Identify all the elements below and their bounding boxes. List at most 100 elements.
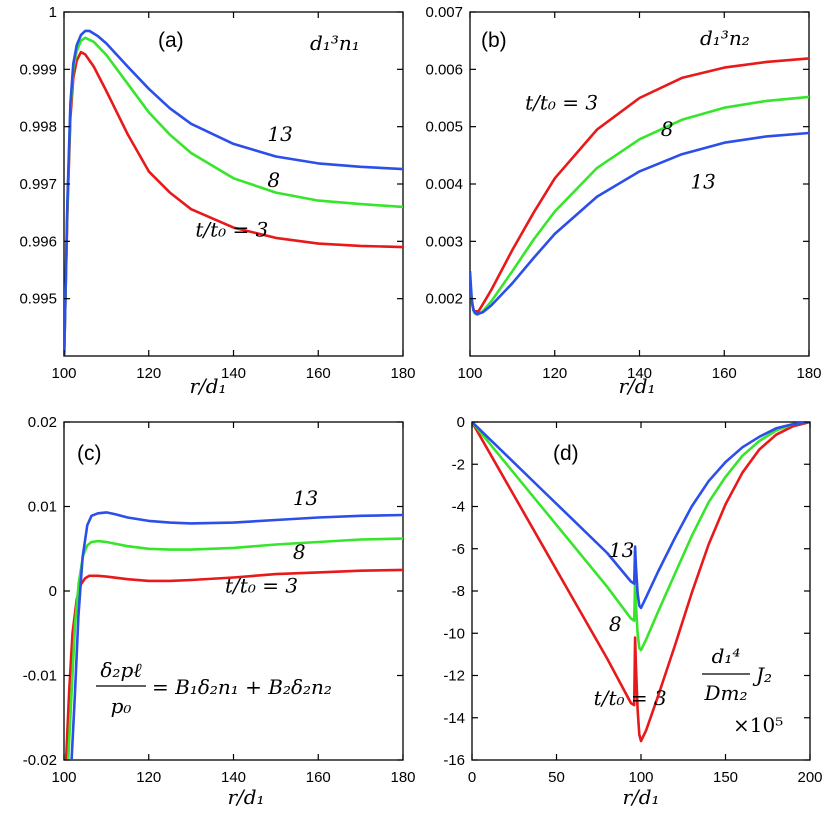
panel-d: 0 50 100 150 200 -16 -14 -12 -10 -8 -6 -4 -2 0 (d) d₁… (443, 414, 822, 809)
panel-c-annotation: 8 (293, 540, 306, 564)
panel-c-xtick-label: 160 (306, 769, 331, 786)
panel-a-curves (64, 29, 403, 356)
panel-b-curves (470, 57, 809, 317)
panel-d-ytick-label: -12 (443, 668, 465, 685)
panel-d-ytick-label: -10 (443, 625, 465, 642)
panel-b-ticks: 100 120 140 160 180 0.002 0.003 0.004 0.005 0.006… (425, 4, 821, 382)
panel-d-ytick-label: 0 (457, 414, 465, 431)
panel-c-equation: δ₂pℓ p₀ = B₁δ₂n₁ + B₂δ₂n₂ (96, 658, 332, 718)
panel-a-xtick-label: 160 (306, 365, 331, 382)
panel-c-annotations: 13 8 t/t₀ = 3 (225, 486, 318, 598)
panel-c-ytick-label: 0.02 (28, 414, 57, 431)
panel-a-series-t3 (64, 50, 403, 356)
panel-d-annotations: 13 8 t/t₀ = 3 (594, 538, 667, 710)
panel-b-ytick-label: 0.006 (425, 61, 463, 78)
panel-a-annotation: 13 (267, 122, 292, 146)
equation-numerator: δ₂pℓ (100, 658, 142, 682)
panel-c-series-t13 (70, 511, 403, 760)
panel-d-xtick-label: 50 (548, 769, 565, 786)
panel-c-curves (64, 511, 403, 760)
panel-a-label: (a) (158, 29, 184, 52)
panel-b-ytick-label: 0.005 (425, 119, 463, 136)
panel-a-ytick-label: 0.999 (19, 61, 57, 78)
panel-b-xtick-label: 160 (712, 365, 737, 382)
panel-c: 100 120 140 160 180 -0.02 -0.01 0 0.01 0.02 (c) δ… (23, 414, 416, 809)
panel-c-label: (c) (77, 442, 102, 465)
panel-a-annotations: 13 8 t/t₀ = 3 (195, 122, 292, 242)
panel-d-ytick-label: -8 (452, 583, 465, 600)
panel-b-quantity: d₁³n₂ (700, 26, 750, 50)
panel-b-ytick-label: 0.002 (425, 291, 463, 308)
panel-b-series-t8 (470, 95, 809, 317)
panel-a-xtick-label: 180 (390, 365, 415, 382)
panel-a-xtick-label: 120 (136, 365, 161, 382)
panel-d-ytick-label: -14 (443, 710, 465, 727)
panel-b-label: (b) (481, 29, 507, 52)
panel-a-ytick-label: 0.996 (19, 233, 57, 250)
panel-d-ytick-label: -16 (443, 752, 465, 769)
quantity-numerator: d₁⁴ (712, 644, 741, 668)
panel-b-xtick-label: 120 (542, 365, 567, 382)
panel-d-annotation: t/t₀ = 3 (594, 686, 667, 710)
quantity-scale: ×10⁵ (733, 713, 783, 737)
quantity-denominator: Dm₂ (703, 681, 747, 705)
panel-b-ytick-label: 0.003 (425, 233, 463, 250)
panel-d-annotation: 8 (609, 612, 622, 636)
panel-b-xtick-label: 180 (796, 365, 821, 382)
panel-c-series-t8 (66, 537, 403, 760)
panel-d-xtick-label: 200 (797, 769, 822, 786)
panel-d-xtick-label: 0 (468, 769, 476, 786)
panel-b-annotations: t/t₀ = 3 8 13 (525, 90, 716, 193)
panel-c-xtick-label: 100 (51, 769, 76, 786)
panel-d-ticks: 0 50 100 150 200 -16 -14 -12 -10 -8 -6 -4 -2 0 (443, 414, 822, 786)
panel-c-annotation: 13 (293, 486, 318, 510)
equation-rhs: = B₁δ₂n₁ + B₂δ₂n₂ (152, 675, 332, 699)
panel-b-ytick-label: 0.007 (425, 4, 463, 21)
panel-b-annotation: 13 (690, 170, 715, 194)
panel-a-xtick-label: 100 (51, 365, 76, 382)
panel-d-xtick-label: 150 (713, 769, 738, 786)
panel-d-xtick-label: 100 (628, 769, 653, 786)
panel-a-ytick-label: 1 (49, 4, 57, 21)
panel-b-ytick-label: 0.004 (425, 176, 463, 193)
panel-c-ticks: 100 120 140 160 180 -0.02 -0.01 0 0.01 0.02 (23, 414, 416, 786)
panel-d-label: (d) (553, 442, 579, 465)
panel-a-series-t8 (64, 36, 403, 356)
panel-d-annotation: 13 (609, 538, 634, 562)
panel-a-annotation: t/t₀ = 3 (195, 218, 268, 242)
panel-d-ytick-label: -2 (452, 456, 465, 473)
panel-a-quantity: d₁³n₁ (310, 31, 360, 55)
panel-a-annotation: 8 (267, 168, 280, 192)
panel-b-xlabel: r/d₁ (618, 374, 655, 398)
panel-c-xtick-label: 180 (390, 769, 415, 786)
panel-b-annotation: t/t₀ = 3 (525, 90, 598, 114)
panel-a-ytick-label: 0.998 (19, 119, 57, 136)
panel-d-series-t13 (472, 422, 810, 610)
panel-c-xtick-label: 120 (136, 769, 161, 786)
panel-d-quantity: d₁⁴ Dm₂ J₂ ×10⁵ (702, 644, 783, 737)
panel-c-ytick-label: -0.01 (23, 668, 57, 685)
panel-a-ytick-label: 0.995 (19, 291, 57, 308)
panel-c-xlabel: r/d₁ (227, 785, 264, 809)
panel-d-xlabel: r/d₁ (622, 785, 659, 809)
quantity-symbol: J₂ (752, 663, 772, 687)
panel-a-series-t13 (64, 29, 403, 356)
panel-d-series-t3 (472, 422, 810, 743)
panel-c-ytick-label: -0.02 (23, 752, 57, 769)
panel-a-ticks: 100 120 140 160 180 0.995 0.996 0.997 0.998 0.999… (19, 4, 415, 382)
panel-a: 100 120 140 160 180 0.995 0.996 0.997 0.998 0.999… (19, 4, 415, 398)
panel-b-xtick-label: 140 (627, 365, 652, 382)
panel-d-ytick-label: -6 (452, 541, 465, 558)
panel-b-series-t13 (470, 131, 809, 316)
panel-c-xtick-label: 140 (221, 769, 246, 786)
panel-b-annotation: 8 (661, 117, 674, 141)
panel-b-xtick-label: 100 (457, 365, 482, 382)
panel-d-series-t8 (472, 422, 810, 652)
panel-c-annotation: t/t₀ = 3 (225, 574, 298, 598)
panel-b: 100 120 140 160 180 0.002 0.003 0.004 0.005 0.006… (425, 4, 821, 398)
equation-denominator: p₀ (111, 694, 132, 718)
panel-a-ytick-label: 0.997 (19, 176, 57, 193)
panel-d-curves (472, 422, 810, 743)
panel-a-frame (63, 11, 404, 357)
